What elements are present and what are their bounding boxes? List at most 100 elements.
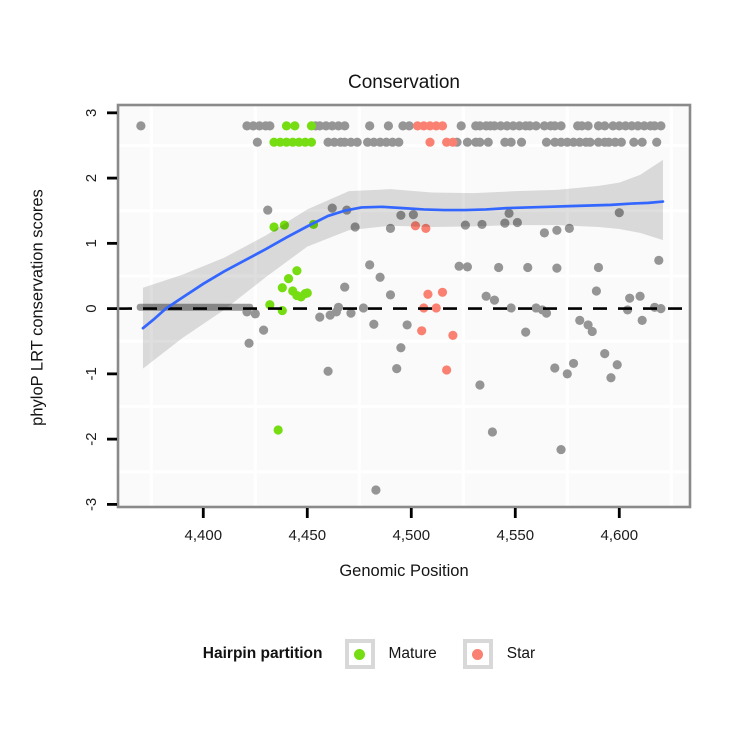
data-point-unpartitioned [358,303,369,313]
data-point-unpartitioned [506,303,516,313]
data-point-unpartitioned [625,293,635,303]
legend-label-mature: Mature [388,645,437,662]
data-point-unpartitioned [244,338,254,348]
data-point-star [448,330,458,340]
data-point-unpartitioned [383,121,393,131]
data-point-unpartitioned [614,208,624,218]
y-tick-label: 2 [83,174,100,182]
x-tick-label: 4,400 [185,527,223,544]
data-point-unpartitioned [552,263,562,273]
data-point-unpartitioned [552,225,562,235]
data-point-star [421,223,431,233]
data-point-star [417,326,427,336]
data-point-unpartitioned [539,228,550,238]
data-point-unpartitioned [456,121,466,131]
y-tick-label: 1 [83,239,100,247]
data-point-unpartitioned [489,295,500,305]
data-point-unpartitioned [562,369,572,379]
data-point-unpartitioned [587,326,597,337]
data-point-unpartitioned [585,137,595,147]
data-point-mature [302,288,312,298]
y-tick-label: 0 [83,304,100,312]
data-point-unpartitioned [340,121,350,131]
data-point-mature [273,425,283,435]
data-point-unpartitioned [371,485,381,495]
data-point-unpartitioned [583,320,593,330]
data-point-unpartitioned [541,308,552,318]
data-point-mature [306,121,317,131]
data-point-star [410,221,421,231]
data-point-unpartitioned [475,137,485,147]
data-point-unpartitioned [654,255,664,265]
data-point-unpartitioned [656,304,666,314]
data-point-mature [292,266,302,276]
data-point-unpartitioned [606,373,616,383]
x-axis-label: Genomic Position [339,562,469,580]
data-point-mature [269,222,279,232]
x-tick-label: 4,450 [289,527,327,544]
data-point-unpartitioned [369,319,379,329]
y-tick-label: 3 [83,109,100,117]
data-point-unpartitioned [404,121,414,131]
data-point-mature [277,283,287,293]
data-point-star [425,137,435,147]
data-point-mature [279,220,289,230]
data-point-unpartitioned [385,223,396,233]
mature-dot-icon [354,648,365,660]
x-tick-label: 4,600 [601,527,639,544]
x-tick-label: 4,550 [497,527,535,544]
data-point-unpartitioned [652,137,662,147]
legend-label-star: Star [506,645,536,662]
data-point-unpartitioned [481,291,491,301]
data-point-unpartitioned [531,121,541,131]
data-point-star [431,303,441,313]
data-point-unpartitioned [462,137,473,147]
data-point-mature [265,300,275,310]
data-point-unpartitioned [477,219,487,230]
data-point-unpartitioned [612,360,622,370]
data-point-unpartitioned [402,320,412,330]
legend: Hairpin partition Mature Star [0,639,750,669]
y-tick-label: -3 [83,498,100,511]
legend-title: Hairpin partition [202,645,323,662]
data-point-unpartitioned [475,380,485,390]
data-point-unpartitioned [637,315,647,325]
data-point-unpartitioned [462,262,473,272]
data-point-star [442,365,452,375]
data-point-unpartitioned [575,315,585,325]
legend-key-mature[interactable] [344,639,375,669]
data-point-unpartitioned [556,444,566,455]
data-point-unpartitioned [512,217,522,228]
data-point-unpartitioned [500,218,510,228]
data-point-unpartitioned [656,121,666,131]
data-point-unpartitioned [315,312,325,322]
data-point-unpartitioned [568,358,579,369]
smooth-confidence-ribbon [142,159,663,369]
data-point-unpartitioned [375,272,385,282]
data-point-star [437,287,448,297]
data-point-unpartitioned [556,121,566,131]
data-point-unpartitioned [487,427,497,437]
data-point-unpartitioned [252,137,262,147]
data-point-unpartitioned [506,137,516,147]
data-point-unpartitioned [250,309,260,319]
data-point-unpartitioned [394,137,404,147]
data-point-unpartitioned [564,223,574,233]
legend-key-star[interactable] [462,639,493,669]
data-point-unpartitioned [365,260,375,270]
smooth-line [141,200,665,330]
data-point-unpartitioned [629,137,639,147]
data-point-unpartitioned [346,308,356,318]
data-point-star [448,137,458,147]
data-point-unpartitioned [396,210,406,220]
data-point-mature [283,273,294,284]
y-tick-label: -1 [83,367,100,380]
data-point-unpartitioned [623,305,633,315]
data-point-unpartitioned [516,137,527,147]
data-point-unpartitioned [616,137,626,147]
data-point-unpartitioned [396,343,406,353]
y-tick-label: -2 [83,432,100,445]
data-point-unpartitioned [494,262,504,273]
data-point-unpartitioned [333,302,344,312]
